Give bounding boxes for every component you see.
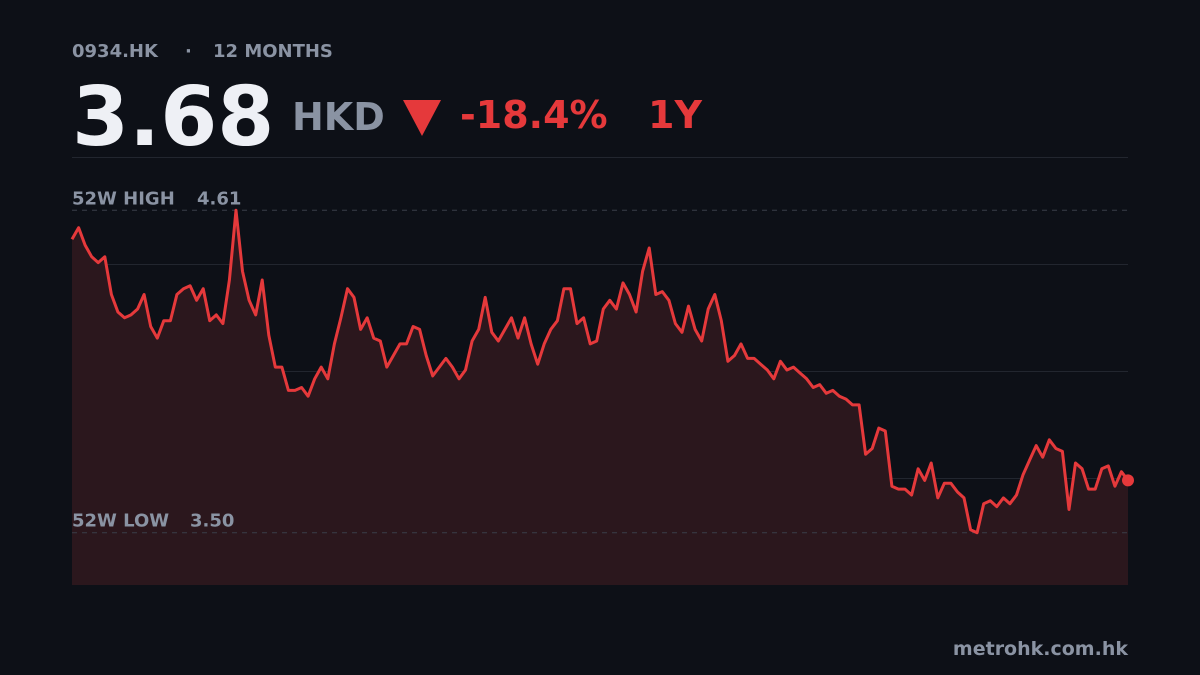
low-label: 52W LOW <box>72 511 169 532</box>
down-arrow <box>403 100 441 136</box>
price: 3.68 <box>72 70 274 165</box>
high-label: 52W HIGH <box>72 188 175 209</box>
range: 1Y <box>648 93 702 137</box>
plot: 52W HIGH 4.61 52W LOW 3.50 <box>70 188 1134 586</box>
separator: · <box>185 41 192 62</box>
ticker: 0934.HK <box>72 41 159 62</box>
high-value: 4.61 <box>197 188 241 209</box>
last-point <box>1122 474 1134 487</box>
area <box>72 210 1128 586</box>
currency: HKD <box>292 95 385 139</box>
period: 12 MONTHS <box>213 41 333 62</box>
change: -18.4% <box>460 93 608 137</box>
price-line <box>70 208 1130 535</box>
low-value: 3.50 <box>190 511 234 532</box>
source: metrohk.com.hk <box>953 638 1128 660</box>
